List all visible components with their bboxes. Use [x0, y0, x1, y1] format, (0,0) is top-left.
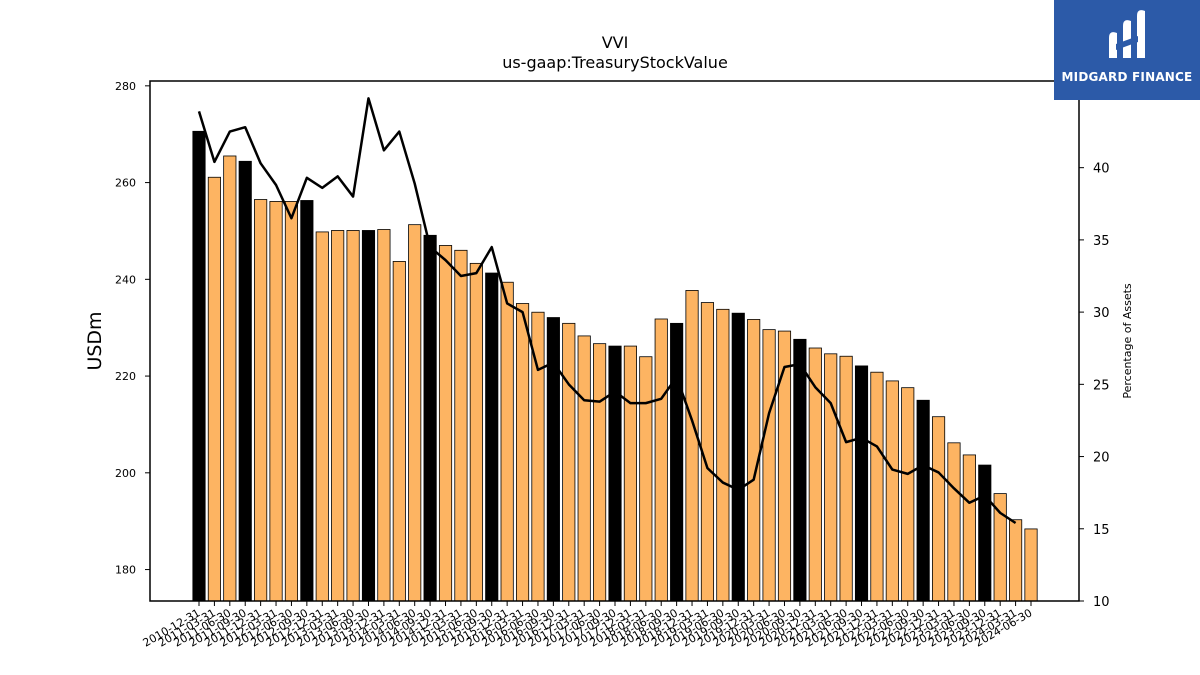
bar [962, 454, 976, 602]
bar [423, 234, 437, 602]
bar [546, 317, 560, 602]
bar [654, 318, 668, 602]
bar [269, 201, 283, 602]
midgard-finance-logo: MIDGARD FINANCE [1054, 0, 1200, 100]
bar [885, 380, 899, 602]
chart-subtitle: us-gaap:TreasuryStockValue [502, 53, 728, 72]
logo-mark-icon [1109, 10, 1145, 59]
y-tick-label: 240 [115, 273, 136, 286]
y-tick-label: 180 [115, 564, 136, 577]
percentage-line [197, 97, 1017, 525]
bar [562, 322, 576, 602]
bar [223, 155, 237, 602]
bar [454, 249, 468, 602]
bar [901, 387, 915, 602]
bar [793, 338, 807, 602]
bar [408, 224, 422, 602]
y-tick-label: 220 [115, 370, 136, 383]
axes: 180200220240260280101520253035402010-12-… [115, 80, 1110, 650]
bar [331, 230, 345, 602]
bar [361, 230, 376, 602]
y-tick-label: 260 [115, 177, 136, 190]
bar-series [192, 130, 1038, 602]
bar [1024, 528, 1038, 602]
y2-tick-label: 10 [1093, 595, 1110, 610]
bar [254, 199, 268, 602]
bar [870, 371, 884, 602]
bar [238, 160, 252, 602]
bar [207, 176, 221, 602]
bar [731, 312, 745, 602]
bar [762, 329, 776, 602]
bar [777, 330, 792, 602]
y2-tick-label: 35 [1093, 234, 1110, 249]
bar [438, 245, 453, 602]
bar [824, 353, 838, 602]
line-series [197, 97, 1017, 525]
bar [284, 201, 299, 602]
bar [346, 230, 360, 602]
bar [931, 416, 946, 602]
y-axis-label: USDm [84, 311, 106, 370]
bar [315, 231, 329, 602]
bar [500, 281, 514, 602]
chart-title: VVI [602, 33, 629, 52]
bar [978, 464, 992, 602]
bar [377, 229, 391, 602]
bar [608, 345, 622, 602]
y-tick-label: 280 [115, 80, 136, 93]
y-tick-label: 200 [115, 467, 136, 480]
y2-axis-label: Percentage of Assets [1121, 283, 1134, 399]
bar [670, 322, 684, 602]
bar [623, 345, 637, 602]
bar [916, 399, 930, 602]
bar [192, 130, 206, 602]
bar [469, 262, 483, 602]
bar [392, 261, 406, 602]
bar [1009, 519, 1023, 602]
bar [716, 308, 730, 602]
bar [515, 303, 530, 602]
y2-tick-label: 30 [1093, 306, 1110, 321]
bar [839, 355, 853, 602]
bar [300, 200, 314, 602]
y2-tick-label: 25 [1093, 378, 1110, 393]
bar [485, 272, 499, 602]
logo-text: MIDGARD FINANCE [1061, 70, 1193, 84]
bar [685, 290, 699, 602]
y2-tick-label: 20 [1093, 451, 1110, 466]
bar [577, 335, 591, 602]
y2-tick-label: 15 [1093, 523, 1110, 538]
bar [947, 442, 961, 602]
bar [639, 356, 653, 602]
bar [854, 365, 869, 602]
bar [593, 343, 607, 602]
y2-tick-label: 40 [1093, 162, 1110, 177]
